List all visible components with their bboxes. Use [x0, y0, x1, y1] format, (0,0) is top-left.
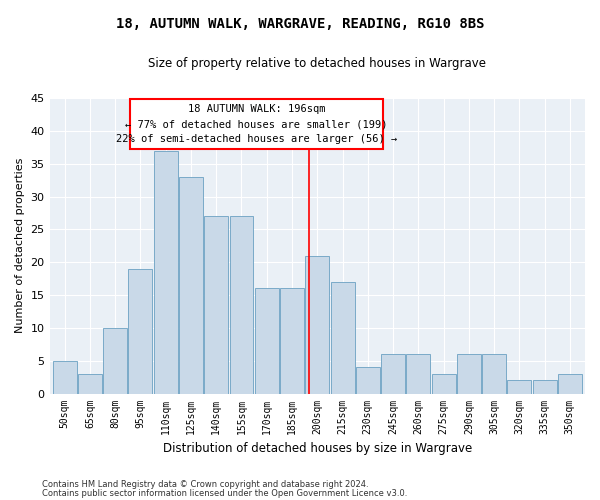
Bar [128, 269, 152, 394]
Bar [558, 374, 582, 394]
Text: Contains HM Land Registry data © Crown copyright and database right 2024.: Contains HM Land Registry data © Crown c… [42, 480, 368, 489]
Bar [431, 374, 455, 394]
Bar [533, 380, 557, 394]
X-axis label: Distribution of detached houses by size in Wargrave: Distribution of detached houses by size … [163, 442, 472, 455]
Bar [230, 216, 253, 394]
Bar [381, 354, 405, 394]
Bar [280, 288, 304, 394]
Bar [53, 360, 77, 394]
Text: 18 AUTUMN WALK: 196sqm: 18 AUTUMN WALK: 196sqm [188, 104, 325, 114]
Bar [78, 374, 102, 394]
Y-axis label: Number of detached properties: Number of detached properties [15, 158, 25, 334]
Text: 18, AUTUMN WALK, WARGRAVE, READING, RG10 8BS: 18, AUTUMN WALK, WARGRAVE, READING, RG10… [116, 18, 484, 32]
Bar [356, 368, 380, 394]
Bar [255, 288, 279, 394]
Bar [103, 328, 127, 394]
Title: Size of property relative to detached houses in Wargrave: Size of property relative to detached ho… [148, 58, 486, 70]
Bar [154, 150, 178, 394]
Bar [457, 354, 481, 394]
Text: 22% of semi-detached houses are larger (56) →: 22% of semi-detached houses are larger (… [116, 134, 397, 144]
Bar [482, 354, 506, 394]
Bar [331, 282, 355, 394]
Text: Contains public sector information licensed under the Open Government Licence v3: Contains public sector information licen… [42, 488, 407, 498]
Text: ← 77% of detached houses are smaller (199): ← 77% of detached houses are smaller (19… [125, 119, 388, 129]
Bar [305, 256, 329, 394]
Bar [204, 216, 228, 394]
FancyBboxPatch shape [130, 100, 383, 150]
Bar [508, 380, 532, 394]
Bar [406, 354, 430, 394]
Bar [179, 177, 203, 394]
